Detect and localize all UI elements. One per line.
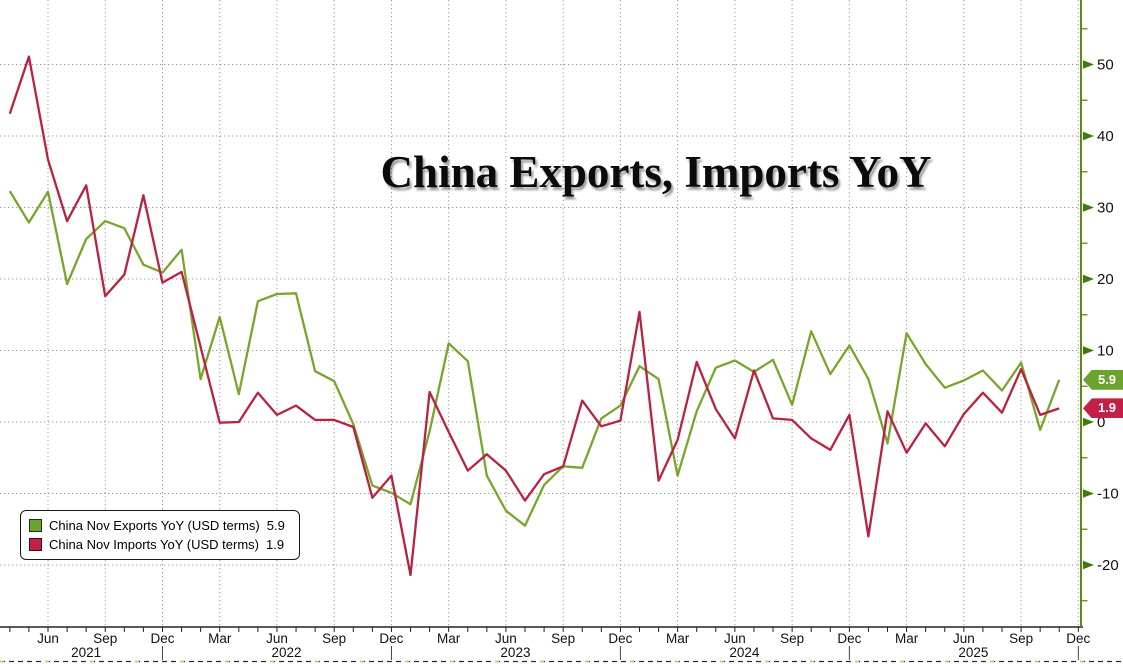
x-axis (0, 626, 1083, 632)
svg-text:2024: 2024 (729, 645, 760, 660)
svg-text:-10: -10 (1097, 486, 1119, 503)
legend-exports-label: China Nov Exports YoY (USD terms) (49, 518, 260, 533)
svg-text:Dec: Dec (379, 631, 403, 646)
svg-text:Mar: Mar (208, 631, 232, 646)
imports-line (8, 55, 1060, 577)
svg-text:20: 20 (1097, 271, 1114, 288)
svg-text:Mar: Mar (437, 631, 461, 646)
chart-title: China Exports, Imports YoY (380, 147, 932, 197)
svg-text:Jun: Jun (724, 631, 746, 646)
svg-text:Dec: Dec (837, 631, 861, 646)
svg-text:10: 10 (1097, 343, 1114, 360)
x-axis-month-labels: Jun Sep Dec Mar Jun Sep Dec Mar Jun Sep Dec Mar Jun S… (37, 631, 1090, 646)
svg-text:Sep: Sep (1009, 631, 1033, 646)
imports-last-value-badge: 1.9 (1083, 398, 1123, 419)
y-tick-arrow-icon (1083, 489, 1094, 498)
legend-box: China Nov Exports YoY (USD terms) 5.9 Ch… (20, 510, 300, 560)
legend-exports-value: 5.9 (266, 518, 285, 533)
svg-text:2023: 2023 (500, 645, 530, 660)
y-tick-arrow-icon (1083, 560, 1094, 570)
imports-swatch-icon (29, 538, 42, 551)
svg-text:Jun: Jun (953, 631, 975, 646)
y-tick-arrow-icon (1083, 417, 1094, 427)
svg-text:Jun: Jun (37, 631, 59, 646)
svg-text:Sep: Sep (551, 631, 575, 646)
svg-text:2025: 2025 (958, 645, 988, 660)
svg-text:Mar: Mar (895, 631, 919, 646)
svg-text:Dec: Dec (1066, 631, 1090, 646)
legend-item-exports: China Nov Exports YoY (USD terms) 5.9 (29, 516, 291, 535)
svg-text:Sep: Sep (93, 631, 117, 646)
y-axis-tick-labels: 50 40 30 20 10 0 -10 -20 (1083, 57, 1119, 574)
y-axis (1080, 0, 1088, 627)
y-tick-arrow-icon (1083, 203, 1094, 212)
svg-text:Jun: Jun (266, 631, 288, 646)
y-tick-arrow-icon (1083, 131, 1094, 141)
y-tick-arrow-icon (1083, 274, 1094, 284)
svg-text:Sep: Sep (322, 631, 346, 646)
svg-text:2022: 2022 (271, 645, 301, 660)
exports-line (8, 190, 1061, 527)
horizontal-gridlines (0, 64, 1081, 566)
y-tick-arrow-icon (1083, 60, 1094, 69)
legend-item-imports: China Nov Imports YoY (USD terms) 1.9 (29, 535, 291, 554)
svg-text:2021: 2021 (71, 645, 101, 660)
svg-text:Mar: Mar (666, 631, 690, 646)
y-tick-arrow-icon (1083, 346, 1094, 355)
svg-text:Dec: Dec (608, 631, 632, 646)
svg-text:-20: -20 (1097, 557, 1119, 574)
vertical-gridlines (47, 0, 1079, 627)
exports-swatch-icon (29, 519, 42, 532)
year-labels: 2021 2022 2023 2024 2025 (71, 645, 1079, 660)
svg-text:Jun: Jun (495, 631, 517, 646)
svg-text:Sep: Sep (780, 631, 804, 646)
legend-imports-label: China Nov Imports YoY (USD terms) (49, 537, 259, 552)
svg-text:30: 30 (1097, 200, 1114, 217)
svg-text:Dec: Dec (150, 631, 174, 646)
svg-text:50: 50 (1097, 57, 1114, 74)
svg-text:40: 40 (1097, 128, 1114, 145)
svg-text:0: 0 (1097, 414, 1105, 431)
legend-imports-value: 1.9 (266, 537, 285, 552)
exports-last-value-badge: 5.9 (1083, 369, 1123, 390)
